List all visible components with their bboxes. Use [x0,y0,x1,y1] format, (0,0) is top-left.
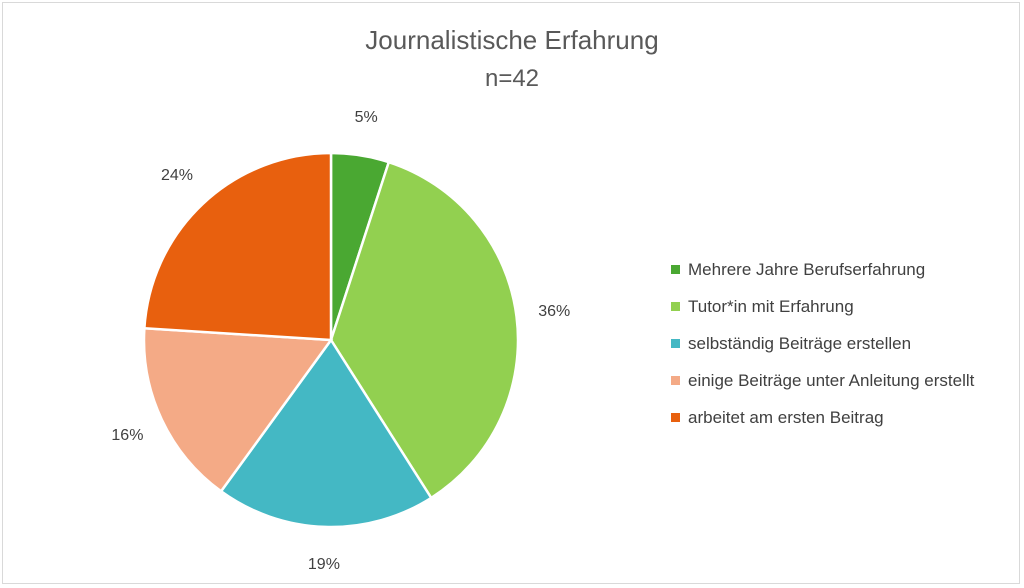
legend-swatch [671,339,680,348]
pie-slice-selbst-ndig-beitr-ge-erstellen [219,337,433,529]
legend-item-arbeitet-am-ersten-beitrag: arbeitet am ersten Beitrag [671,399,974,436]
data-label-arbeitet-am-ersten-beitrag: 24% [161,167,193,184]
legend-label: arbeitet am ersten Beitrag [688,407,884,427]
legend-label: einige Beiträge unter Anleitung erstellt [688,370,975,390]
legend-label: Tutor*in mit Erfahrung [688,296,854,316]
legend-swatch [671,302,680,311]
data-label-tutor-in-mit-erfahrung: 36% [538,303,570,320]
data-label-mehrere-jahre-berufserfahrung: 5% [355,109,378,126]
chart-legend: Mehrere Jahre Berufserfahrung Tutor*in mi… [671,251,974,436]
legend-swatch [671,265,680,274]
chart-title: Journalistische Erfahrung [365,25,659,55]
pie-slice-tutor-in-mit-erfahrung [329,160,520,500]
legend-item-einige-beitr-ge-unter-anleitung-erstellt: einige Beiträge unter Anleitung erstellt [671,362,974,399]
chart-subtitle: n=42 [484,65,540,92]
pie-slice-einige-beitr-ge-unter-anleitung-erstellt [142,326,334,494]
data-label-einige-beitr-ge-unter-anleitung-erstellt: 16% [111,427,143,444]
legend-swatch [671,413,680,422]
legend-item-mehrere-jahre-berufserfahrung: Mehrere Jahre Berufserfahrung [671,251,974,288]
data-label-selbst-ndig-beitr-ge-erstellen: 19% [308,556,340,573]
legend-item-selbst-ndig-beitr-ge-erstellen: selbständig Beiträge erstellen [671,325,974,362]
legend-label: Mehrere Jahre Berufserfahrung [688,259,926,279]
pie-chart: 5% 36% 19% 16% 24% [111,109,570,573]
pie-slice-arbeitet-am-ersten-beitrag [143,151,333,342]
legend-swatch [671,376,680,385]
legend-item-tutor-in-mit-erfahrung: Tutor*in mit Erfahrung [671,288,974,325]
legend-label: selbständig Beiträge erstellen [688,333,912,353]
